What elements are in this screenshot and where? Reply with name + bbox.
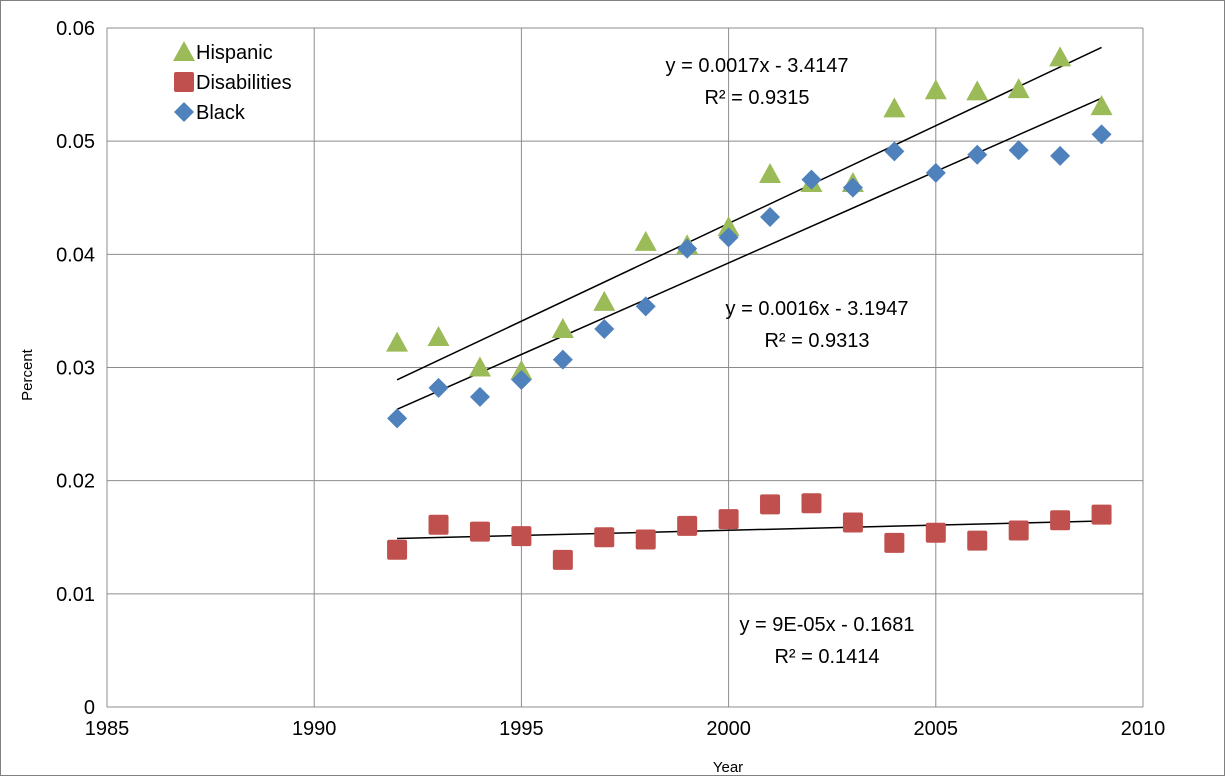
black-point [884, 141, 905, 162]
disabilities-point [552, 549, 573, 570]
black-point [594, 319, 615, 340]
disabilities-point [925, 522, 946, 543]
black-point [842, 177, 863, 198]
x-tick-label: 2000 [706, 718, 751, 740]
hispanic-point [510, 359, 533, 380]
hispanic-point [593, 290, 616, 311]
y-tick-label: 0 [84, 697, 95, 719]
disabilities-point [967, 530, 988, 551]
y-tick-label: 0.04 [56, 244, 95, 266]
legend-item-black: Black [174, 102, 246, 124]
disabilities-r-squared: R² = 0.1414 [774, 646, 879, 668]
hispanic-trendline [396, 46, 1102, 381]
black-trendline [396, 97, 1102, 411]
black-point [552, 349, 573, 370]
x-axis-title: Year [713, 759, 743, 776]
black-point [511, 369, 532, 390]
y-tick-label: 0.06 [56, 18, 95, 40]
disabilities-point [1008, 520, 1029, 541]
y-axis-title: Percent [19, 348, 36, 401]
legend-label: Black [196, 102, 246, 124]
black-point [967, 144, 988, 165]
disabilities-point [428, 514, 449, 535]
disabilities-point [469, 521, 490, 542]
trendline-equations: y = 0.0017x - 3.4147 R² = 0.9315 y = 9E-05… [666, 55, 915, 668]
black-point [1050, 145, 1071, 166]
hispanic-point [1090, 95, 1113, 116]
y-tick-label: 0.05 [56, 131, 95, 153]
hispanic-point [759, 162, 782, 183]
black-point [387, 408, 408, 429]
black-r-squared: R² = 0.9313 [764, 330, 869, 352]
hispanic-point [1007, 78, 1030, 99]
axes: 1985 1990 1995 2000 2005 2010 0 0.01 0.02 0.03 0.0… [56, 18, 1165, 740]
disabilities-point [677, 515, 698, 536]
legend-label: Disabilities [196, 72, 292, 94]
x-tick-label: 1995 [499, 718, 544, 740]
x-tick-label: 1985 [85, 718, 130, 740]
disabilities-point [511, 526, 532, 547]
disabilities-point [635, 529, 656, 550]
black-point [718, 227, 739, 248]
disabilities-point [594, 527, 615, 548]
hispanic-point [551, 318, 574, 339]
legend-item-hispanic: Hispanic [173, 41, 273, 64]
disabilities-point [1091, 504, 1112, 525]
disabilities-point [842, 512, 863, 533]
hispanic-point [386, 331, 409, 352]
hispanic-r-squared: R² = 0.9315 [704, 87, 809, 109]
legend: Hispanic Disabilities Black [173, 41, 292, 124]
x-tick-label: 2005 [914, 718, 959, 740]
hispanic-point [1049, 46, 1072, 67]
x-tick-label: 1990 [292, 718, 337, 740]
hispanic-point [966, 80, 989, 101]
disabilities-point [718, 509, 739, 530]
disabilities-point [387, 539, 408, 560]
black-point [635, 296, 656, 317]
black-point [677, 238, 698, 259]
legend-item-disabilities: Disabilities [174, 72, 292, 94]
black-trendline-equation: y = 0.0016x - 3.1947 [726, 298, 909, 320]
disabilities-trendline-equation: y = 9E-05x - 0.1681 [739, 614, 914, 636]
hispanic-trendline-equation: y = 0.0017x - 3.4147 [666, 55, 849, 77]
hispanic-point [883, 97, 906, 118]
data-points [386, 46, 1113, 570]
legend-label: Hispanic [196, 42, 273, 64]
disabilities-point [884, 532, 905, 553]
disabilities-point [801, 493, 822, 514]
disabilities-point [1050, 510, 1071, 531]
disabilities-point [760, 494, 781, 515]
black-point [925, 162, 946, 183]
legend-disabilities-marker [174, 72, 194, 92]
black-point [760, 206, 781, 227]
hispanic-point [468, 356, 491, 377]
hispanic-point [634, 230, 657, 251]
hispanic-point [717, 216, 740, 237]
black-point [801, 169, 822, 190]
legend-black-marker [174, 102, 194, 122]
y-tick-label: 0.03 [56, 358, 95, 380]
black-point [469, 386, 490, 407]
hispanic-point [427, 325, 450, 346]
y-tick-label: 0.02 [56, 471, 95, 493]
x-tick-label: 2010 [1121, 718, 1166, 740]
y-tick-label: 0.01 [56, 584, 95, 606]
legend-hispanic-marker [173, 41, 195, 61]
black-point [428, 377, 449, 398]
hispanic-point [924, 79, 947, 100]
black-point [1091, 124, 1112, 145]
black-point [1008, 140, 1029, 161]
